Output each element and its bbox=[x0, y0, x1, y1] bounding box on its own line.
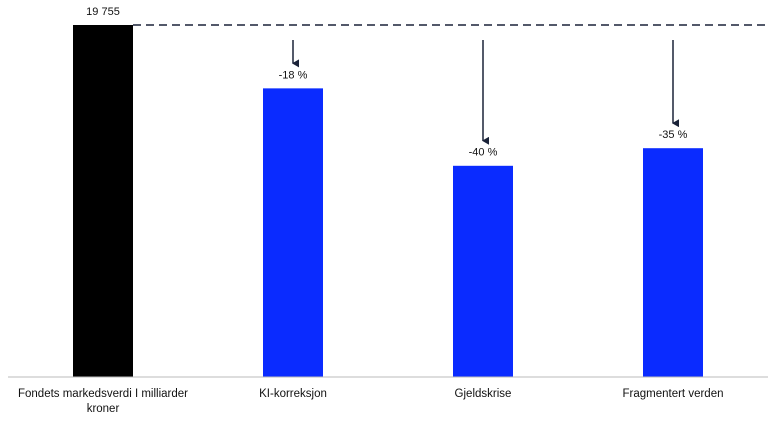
x-tick-label: KI-korreksjon bbox=[259, 388, 327, 400]
bar bbox=[453, 165, 513, 377]
change-label: -18 % bbox=[279, 69, 308, 81]
bar bbox=[73, 25, 133, 377]
change-label: -40 % bbox=[469, 147, 498, 159]
x-tick-label: Gjeldskrise bbox=[454, 388, 512, 400]
x-tick-label: Fragmentert verden bbox=[622, 388, 724, 400]
value-label: 19 755 bbox=[86, 6, 120, 18]
bar bbox=[263, 88, 323, 377]
change-label: -35 % bbox=[659, 129, 688, 141]
bar bbox=[643, 148, 703, 377]
x-tick-label: Fondets markedsverdi I milliarder kroner bbox=[17, 388, 188, 415]
